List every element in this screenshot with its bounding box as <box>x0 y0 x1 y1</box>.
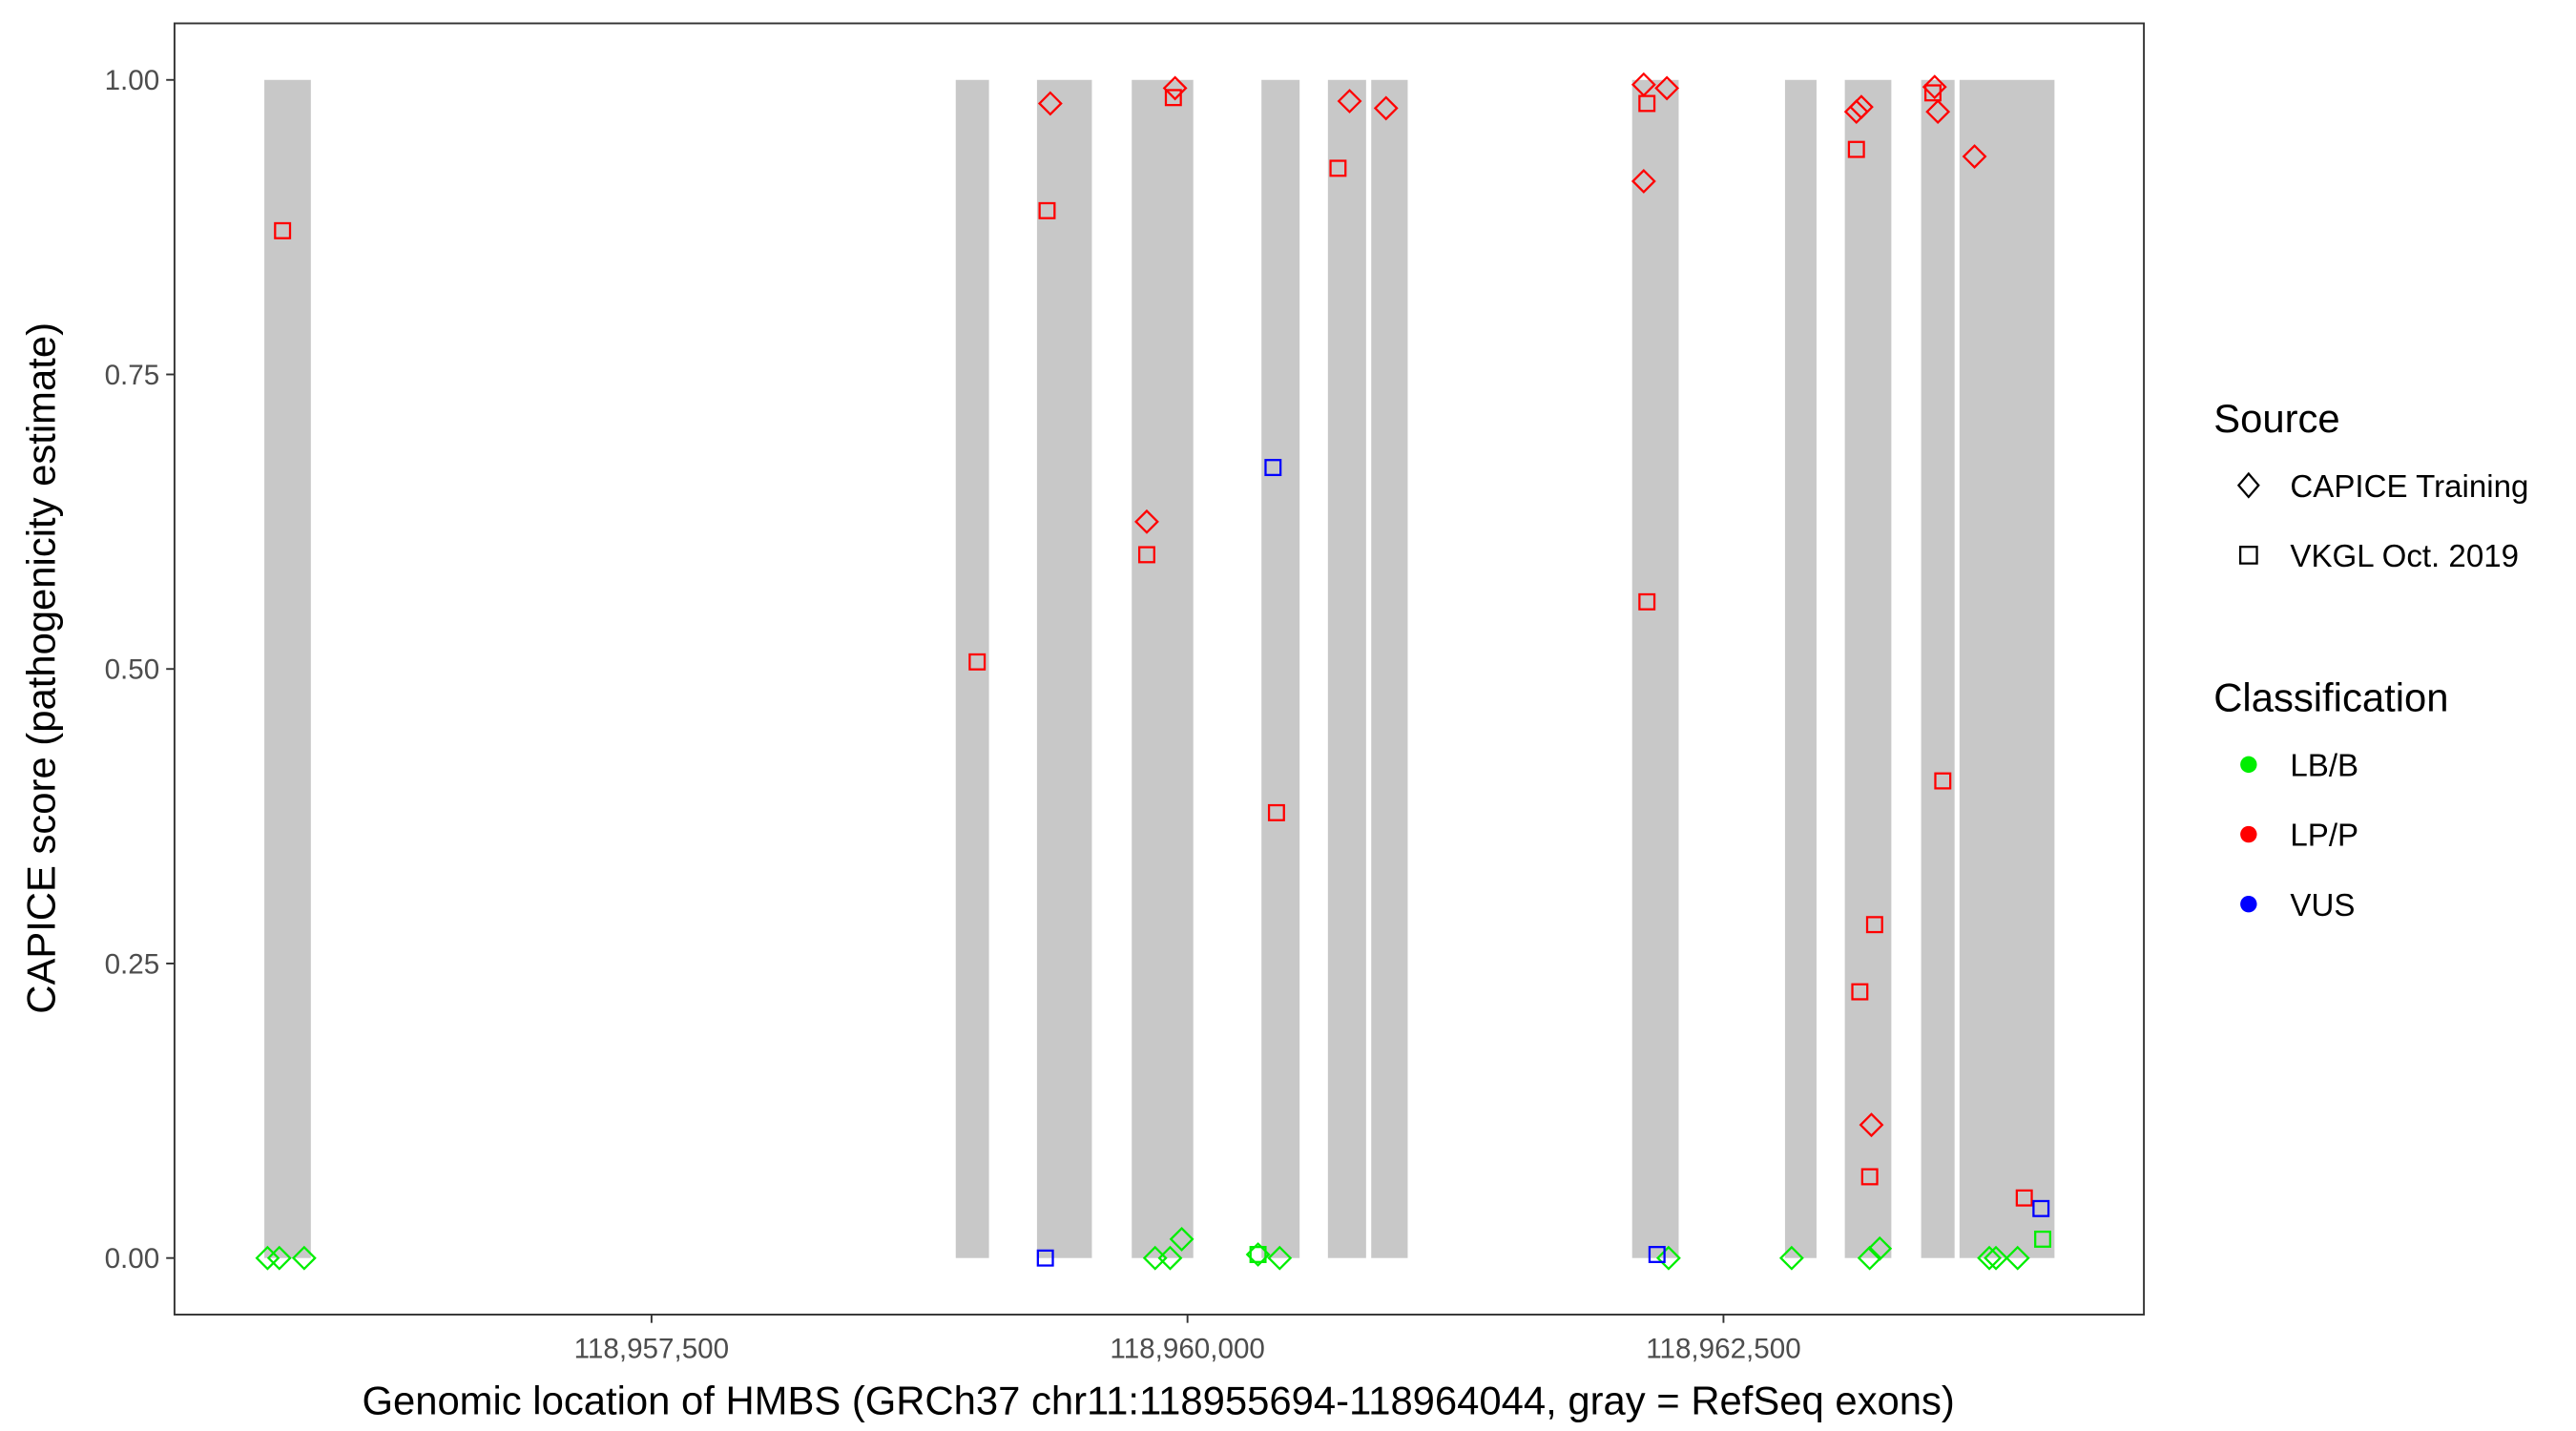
data-point-diamond <box>1631 169 1656 194</box>
data-point-square <box>2015 1189 2033 1207</box>
y-axis: 0.00 0.25 0.50 0.75 1.00 <box>105 65 175 1275</box>
exon-bar <box>1784 79 1817 1258</box>
y-tick-label: 0.75 <box>105 360 160 391</box>
data-point-diamond <box>255 1245 280 1271</box>
data-point-diamond <box>1655 1245 1681 1271</box>
data-point-diamond <box>1859 1112 1884 1138</box>
data-point-diamond <box>1925 99 1951 125</box>
data-point-diamond <box>1977 1245 2003 1271</box>
exon-bar <box>1921 79 1955 1258</box>
exon-bar <box>1844 79 1892 1258</box>
data-point-square <box>1860 1168 1879 1186</box>
data-point-square <box>1137 546 1155 564</box>
data-point-diamond <box>1373 95 1399 121</box>
data-point-diamond <box>1984 1245 2008 1271</box>
y-tick-label: 0.00 <box>105 1243 160 1275</box>
exon-bar <box>1036 79 1092 1258</box>
data-point-square <box>1264 459 1282 477</box>
data-point-diamond <box>1778 1245 1804 1271</box>
data-point-square <box>968 653 987 671</box>
legend-lpp-dot-icon <box>2240 825 2257 843</box>
legend-source-title: Source <box>2213 396 2339 441</box>
data-point-diamond <box>2005 1245 2030 1271</box>
y-tick-label: 0.50 <box>105 654 160 686</box>
data-point-diamond <box>1169 1227 1195 1252</box>
data-point-diamond <box>1162 75 1188 101</box>
legend-lbb-dot-icon <box>2240 756 2257 774</box>
exon-bar <box>1631 79 1679 1258</box>
data-points <box>255 72 2052 1271</box>
data-point-diamond <box>1867 1235 1893 1261</box>
data-point-square <box>1036 1249 1054 1267</box>
legend-class-item: LP/P <box>2290 819 2358 854</box>
data-point-diamond <box>1267 1245 1293 1271</box>
legend-source-item: VKGL Oct. 2019 <box>2290 539 2519 574</box>
y-tick-label: 0.25 <box>105 948 160 980</box>
legend-diamond-icon <box>2236 471 2260 499</box>
data-point-square <box>1267 803 1285 821</box>
legend-square-icon <box>2238 546 2258 565</box>
data-point-square <box>1038 201 1056 219</box>
data-point-diamond <box>1631 72 1656 97</box>
data-point-diamond <box>1857 1245 1882 1271</box>
data-point-square <box>1638 94 1656 113</box>
data-point-diamond <box>1157 1245 1183 1271</box>
data-point-square <box>2034 1230 2052 1248</box>
exon-bar <box>1959 79 2055 1258</box>
data-point-square <box>1851 983 1869 1001</box>
data-point-diamond <box>266 1245 292 1271</box>
x-axis-label: Genomic location of HMBS (GRCh37 chr11:1… <box>362 1378 1954 1422</box>
x-tick-label: 118,960,000 <box>1110 1333 1264 1364</box>
data-point-square <box>1865 916 1883 934</box>
data-point-square <box>1638 592 1656 611</box>
data-point-square <box>1164 89 1182 107</box>
data-point-square <box>1249 1246 1267 1263</box>
exon-bar <box>1261 79 1300 1258</box>
x-tick-label: 118,957,500 <box>574 1333 729 1364</box>
legend-class-item: VUS <box>2290 888 2355 923</box>
data-point-diamond <box>1134 508 1159 534</box>
data-point-square <box>1934 772 1952 790</box>
exon-bar <box>1132 79 1194 1258</box>
data-point-square <box>274 221 292 239</box>
legend-vus-dot-icon <box>2240 896 2257 913</box>
legend-class-title: Classification <box>2213 675 2448 720</box>
y-axis-label: CAPICE score (pathogenicity estimate) <box>18 322 63 1014</box>
x-axis: 118,957,500 118,960,000 118,962,500 <box>574 1314 1801 1364</box>
legend: Source CAPICE Training VKGL Oct. 2019 Cl… <box>2213 396 2528 923</box>
data-point-diamond <box>1337 89 1362 114</box>
exon-bar <box>264 79 311 1258</box>
exon-regions <box>264 79 2055 1258</box>
data-point-diamond <box>1654 75 1680 101</box>
data-point-square <box>1329 159 1347 177</box>
legend-class-item: LB/B <box>2290 749 2358 784</box>
data-point-diamond <box>1849 94 1874 120</box>
y-tick-label: 1.00 <box>105 65 160 96</box>
exon-bar <box>1327 79 1366 1258</box>
data-point-diamond <box>1843 99 1869 125</box>
data-point-diamond <box>291 1245 317 1271</box>
data-point-diamond <box>1922 74 1947 100</box>
data-point-square <box>2032 1199 2050 1217</box>
exon-bar <box>1371 79 1408 1258</box>
data-point-diamond <box>1962 144 1987 169</box>
x-tick-label: 118,962,500 <box>1646 1333 1800 1364</box>
legend-source-item: CAPICE Training <box>2290 469 2528 505</box>
data-point-square <box>1847 140 1865 158</box>
data-point-square <box>1648 1246 1666 1263</box>
data-point-diamond <box>1037 91 1063 116</box>
